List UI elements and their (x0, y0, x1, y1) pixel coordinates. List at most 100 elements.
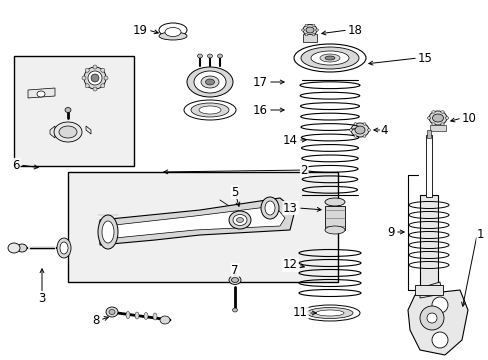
Ellipse shape (101, 68, 104, 72)
Text: 16: 16 (252, 104, 267, 117)
Ellipse shape (231, 278, 238, 283)
Ellipse shape (85, 84, 89, 88)
Ellipse shape (8, 243, 20, 253)
Ellipse shape (305, 27, 313, 33)
Ellipse shape (143, 312, 148, 320)
Ellipse shape (311, 34, 314, 36)
Bar (303, 34, 316, 42)
Ellipse shape (201, 76, 219, 88)
Ellipse shape (59, 126, 77, 138)
Ellipse shape (311, 24, 314, 26)
Bar (426, 130, 430, 138)
Text: 10: 10 (461, 112, 476, 125)
Circle shape (431, 332, 447, 348)
Ellipse shape (305, 24, 307, 26)
Ellipse shape (353, 135, 356, 137)
Ellipse shape (236, 217, 243, 222)
Ellipse shape (159, 23, 186, 37)
Polygon shape (28, 88, 55, 98)
Ellipse shape (301, 47, 358, 69)
Text: 2: 2 (300, 163, 307, 176)
Ellipse shape (305, 34, 307, 36)
Ellipse shape (153, 313, 157, 320)
Ellipse shape (428, 111, 446, 125)
Text: 6: 6 (13, 158, 20, 171)
Ellipse shape (101, 84, 104, 88)
Polygon shape (115, 206, 285, 238)
Ellipse shape (126, 311, 130, 319)
Ellipse shape (445, 117, 448, 119)
Ellipse shape (37, 91, 45, 97)
Ellipse shape (431, 111, 434, 113)
Ellipse shape (306, 307, 352, 319)
Text: 18: 18 (347, 23, 362, 36)
Ellipse shape (427, 117, 430, 119)
Ellipse shape (186, 67, 232, 97)
Ellipse shape (431, 123, 434, 125)
Ellipse shape (431, 114, 443, 122)
Ellipse shape (217, 54, 222, 58)
Ellipse shape (301, 29, 304, 31)
Ellipse shape (362, 123, 365, 125)
Text: 9: 9 (386, 225, 394, 239)
Text: 12: 12 (283, 258, 297, 271)
Text: 19: 19 (133, 23, 148, 36)
Ellipse shape (197, 54, 202, 58)
Bar (419, 195, 437, 290)
Ellipse shape (354, 126, 364, 134)
Ellipse shape (303, 24, 316, 36)
Ellipse shape (199, 106, 221, 114)
Ellipse shape (293, 44, 365, 72)
Text: 15: 15 (417, 51, 432, 64)
Ellipse shape (194, 71, 225, 93)
Ellipse shape (93, 65, 97, 69)
Text: 3: 3 (38, 292, 45, 305)
Bar (429, 125, 445, 131)
Ellipse shape (159, 32, 186, 40)
Ellipse shape (98, 215, 118, 249)
Text: 4: 4 (380, 123, 387, 136)
Ellipse shape (310, 51, 348, 65)
Ellipse shape (315, 29, 318, 31)
Ellipse shape (160, 316, 170, 324)
Ellipse shape (183, 100, 236, 120)
Text: 1: 1 (476, 229, 484, 242)
Ellipse shape (164, 27, 181, 36)
Text: 14: 14 (283, 134, 297, 147)
Bar (425, 135, 431, 197)
Ellipse shape (57, 238, 71, 258)
Ellipse shape (299, 305, 359, 321)
Circle shape (426, 313, 436, 323)
Ellipse shape (91, 74, 99, 82)
Ellipse shape (135, 312, 139, 319)
Ellipse shape (440, 111, 443, 113)
Ellipse shape (102, 221, 114, 243)
Ellipse shape (367, 129, 370, 131)
Ellipse shape (325, 198, 345, 206)
Ellipse shape (315, 310, 343, 316)
Text: 7: 7 (231, 264, 238, 276)
Ellipse shape (109, 310, 115, 315)
Text: 11: 11 (292, 306, 307, 320)
Ellipse shape (228, 275, 241, 284)
Ellipse shape (65, 108, 71, 112)
Ellipse shape (353, 123, 356, 125)
Polygon shape (407, 290, 467, 355)
Ellipse shape (350, 123, 368, 137)
Text: 8: 8 (92, 314, 100, 327)
Ellipse shape (228, 211, 250, 229)
Ellipse shape (325, 226, 345, 234)
Ellipse shape (440, 123, 443, 125)
Polygon shape (100, 198, 294, 245)
Polygon shape (86, 126, 91, 134)
Bar (68, 172, 337, 282)
Ellipse shape (104, 76, 108, 80)
Bar (325, 206, 345, 230)
Ellipse shape (261, 197, 279, 219)
Ellipse shape (349, 129, 352, 131)
Ellipse shape (106, 307, 118, 317)
Ellipse shape (232, 308, 237, 312)
Ellipse shape (232, 215, 246, 225)
Text: 17: 17 (252, 76, 267, 89)
Ellipse shape (54, 122, 82, 142)
